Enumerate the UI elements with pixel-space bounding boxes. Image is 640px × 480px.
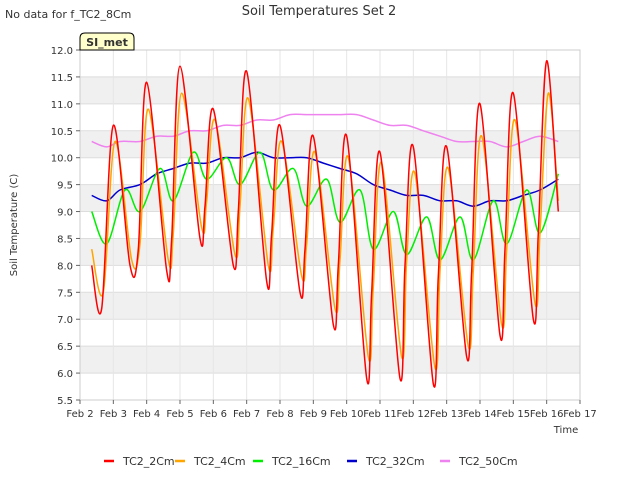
x-axis-ticks: Feb 2 Feb 3 Feb 4 Feb 5 Feb 6 Feb 7 Feb 8 Feb 9… [66,400,597,420]
legend-label: TC2_4Cm [193,455,246,468]
x-tick-label: Feb 12 [397,409,431,420]
y-tick-label: 6.5 [57,342,73,353]
x-axis-label: Time [553,425,578,436]
x-tick-label: Feb 5 [166,409,193,420]
x-tick-label: Feb 10 [330,409,364,420]
y-tick-label: 9.5 [57,181,73,192]
y-axis-label: Soil Temperature (C) [9,174,20,277]
x-tick-label: Feb 13 [430,409,464,420]
plot-band [80,76,580,104]
legend-item: TC2_50Cm [440,455,518,468]
y-tick-label: 7.5 [57,288,73,299]
site-badge-label: SI_met [86,36,128,49]
series-line-tc2-2cm [90,60,560,388]
plot-frame [79,49,581,401]
no-data-note: No data for f_TC2_8Cm [5,8,131,21]
y-tick-label: 12.0 [51,46,73,57]
legend-item: TC2_16Cm [253,455,331,468]
x-tick-label: Feb 11 [363,409,397,420]
x-tick-label: Feb 9 [300,409,327,420]
site-badge: SI_met [79,32,135,51]
legend-label: TC2_32Cm [365,455,425,468]
series-line-tc2-16cm [91,151,560,261]
chart-title: Soil Temperatures Set 2 [242,4,397,19]
x-tick-label: Feb 2 [66,409,93,420]
x-tick-label: Feb 15 [497,409,531,420]
series-line-tc2-32cm [91,151,559,207]
x-tick-label: Feb 17 [563,409,597,420]
x-tick-label: Feb 4 [133,409,160,420]
legend: TC2_2Cm TC2_4Cm TC2_16Cm TC2_32Cm TC2_50Cm [104,455,518,468]
y-tick-label: 10.0 [51,154,73,165]
y-tick-label: 9.0 [57,208,73,219]
series-line-tc2-50cm [91,113,559,148]
y-tick-label: 8.0 [57,261,73,272]
legend-item: TC2_2Cm [104,455,175,468]
legend-item: TC2_4Cm [175,455,246,468]
y-tick-label: 6.0 [57,369,73,380]
x-tick-label: Feb 3 [100,409,127,420]
x-tick-label: Feb 14 [463,409,497,420]
y-tick-label: 5.5 [57,396,73,407]
y-tick-label: 8.5 [57,234,73,245]
x-tick-label: Feb 16 [530,409,564,420]
y-tick-label: 7.0 [57,315,73,326]
legend-label: TC2_2Cm [122,455,175,468]
x-tick-label: Feb 6 [200,409,227,420]
y-axis-ticks: 5.5 6.0 6.5 7.0 7.5 8.0 8.5 9.0 9.5 10.0 10.5 11.0 1… [51,46,80,407]
y-tick-label: 11.5 [51,73,73,84]
x-tick-label: Feb 8 [266,409,293,420]
legend-item: TC2_32Cm [347,455,425,468]
x-tick-label: Feb 7 [233,409,260,420]
plot-background [80,50,580,400]
legend-label: TC2_16Cm [271,455,331,468]
plot-band [80,346,580,374]
series-layer [90,60,560,388]
y-tick-label: 10.5 [51,127,73,138]
y-tick-label: 11.0 [51,100,73,111]
legend-label: TC2_50Cm [458,455,518,468]
